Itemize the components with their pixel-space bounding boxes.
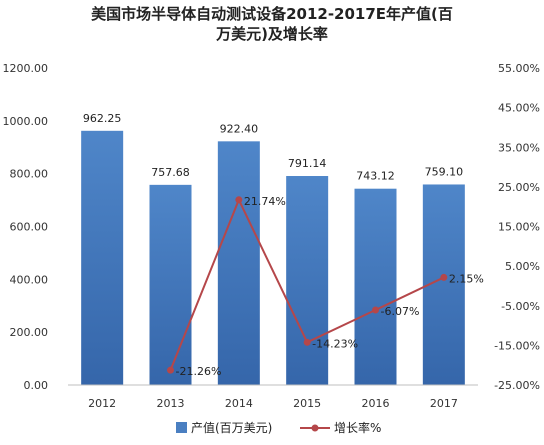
- growth-value-label: -6.07%: [381, 305, 420, 318]
- left-tick-label: 200.00: [10, 326, 49, 339]
- bar-value-label: 922.40: [220, 122, 259, 135]
- left-axis: 0.00 200.00 400.00 600.00 800.00 1000.00 1200.…: [3, 62, 49, 392]
- bar-2015: [286, 176, 329, 385]
- left-tick-label: 400.00: [10, 273, 49, 286]
- growth-value-label: -21.26%: [176, 365, 222, 378]
- growth-value-label: 2.15%: [449, 272, 484, 285]
- x-tick-labels: 2012 2013 2014 2015 2016 2017: [88, 397, 458, 410]
- right-tick-label: 35.00%: [498, 141, 540, 154]
- chart-title-line-2: 万美元)及增长率: [216, 25, 328, 43]
- left-tick-label: 1200.00: [3, 62, 49, 75]
- x-tick-label: 2013: [157, 397, 185, 410]
- bar-2013: [149, 184, 192, 385]
- bar-value-label: 759.10: [425, 165, 464, 178]
- growth-point-2015: [303, 338, 311, 346]
- left-tick-label: 1000.00: [3, 115, 49, 128]
- legend-swatch-bar: [176, 422, 187, 433]
- bar-value-label: 791.14: [288, 157, 327, 170]
- legend: 产值(百万美元) 增长率%: [176, 420, 381, 435]
- growth-point-2016: [372, 306, 379, 314]
- legend-label-bar: 产值(百万美元): [191, 420, 272, 435]
- bar-2016: [354, 188, 397, 385]
- bar-value-label: 962.25: [83, 112, 122, 125]
- right-tick-label: -25.00%: [494, 379, 540, 392]
- bar-2012: [81, 130, 124, 385]
- right-tick-label: 25.00%: [498, 181, 540, 194]
- growth-value-label: 21.74%: [244, 195, 286, 208]
- growth-value-label: -14.23%: [312, 337, 358, 350]
- left-tick-label: 0.00: [24, 379, 49, 392]
- bar-value-label: 757.68: [151, 166, 190, 179]
- chart-title: 美国市场半导体自动测试设备2012-2017E年产值(百 万美元)及增长率: [0, 4, 544, 44]
- left-tick-label: 800.00: [10, 168, 49, 181]
- x-tick-label: 2014: [225, 397, 253, 410]
- right-axis: -25.00% -15.00% -5.00% 5.00% 15.00% 25.00% 35.…: [494, 62, 540, 392]
- growth-point-2017: [440, 273, 448, 281]
- x-tick-label: 2015: [293, 397, 321, 410]
- chart-title-line-1: 美国市场半导体自动测试设备2012-2017E年产值(百: [91, 5, 453, 23]
- bar-data-labels: 962.25 757.68 922.40 791.14 743.12 759.10: [83, 112, 463, 183]
- x-tick-label: 2017: [430, 397, 458, 410]
- line-series: [167, 196, 448, 374]
- legend-swatch-marker: [311, 424, 319, 432]
- bar-series: [81, 130, 465, 385]
- bar-value-label: 743.12: [356, 170, 395, 183]
- bar-2014: [217, 141, 260, 385]
- right-tick-label: -15.00%: [494, 339, 540, 352]
- x-tick-label: 2016: [362, 397, 390, 410]
- right-tick-label: 15.00%: [498, 221, 540, 234]
- growth-point-2014: [235, 196, 243, 204]
- x-tick-label: 2012: [88, 397, 116, 410]
- line-data-labels: -21.26% 21.74% -14.23% -6.07% 2.15%: [176, 195, 484, 378]
- legend-label-line: 增长率%: [334, 420, 381, 435]
- right-tick-label: -5.00%: [501, 300, 540, 313]
- right-tick-label: 55.00%: [498, 62, 540, 75]
- left-tick-label: 600.00: [10, 221, 49, 234]
- growth-point-2013: [167, 366, 174, 374]
- right-tick-label: 45.00%: [498, 102, 540, 115]
- right-tick-label: 5.00%: [505, 260, 540, 273]
